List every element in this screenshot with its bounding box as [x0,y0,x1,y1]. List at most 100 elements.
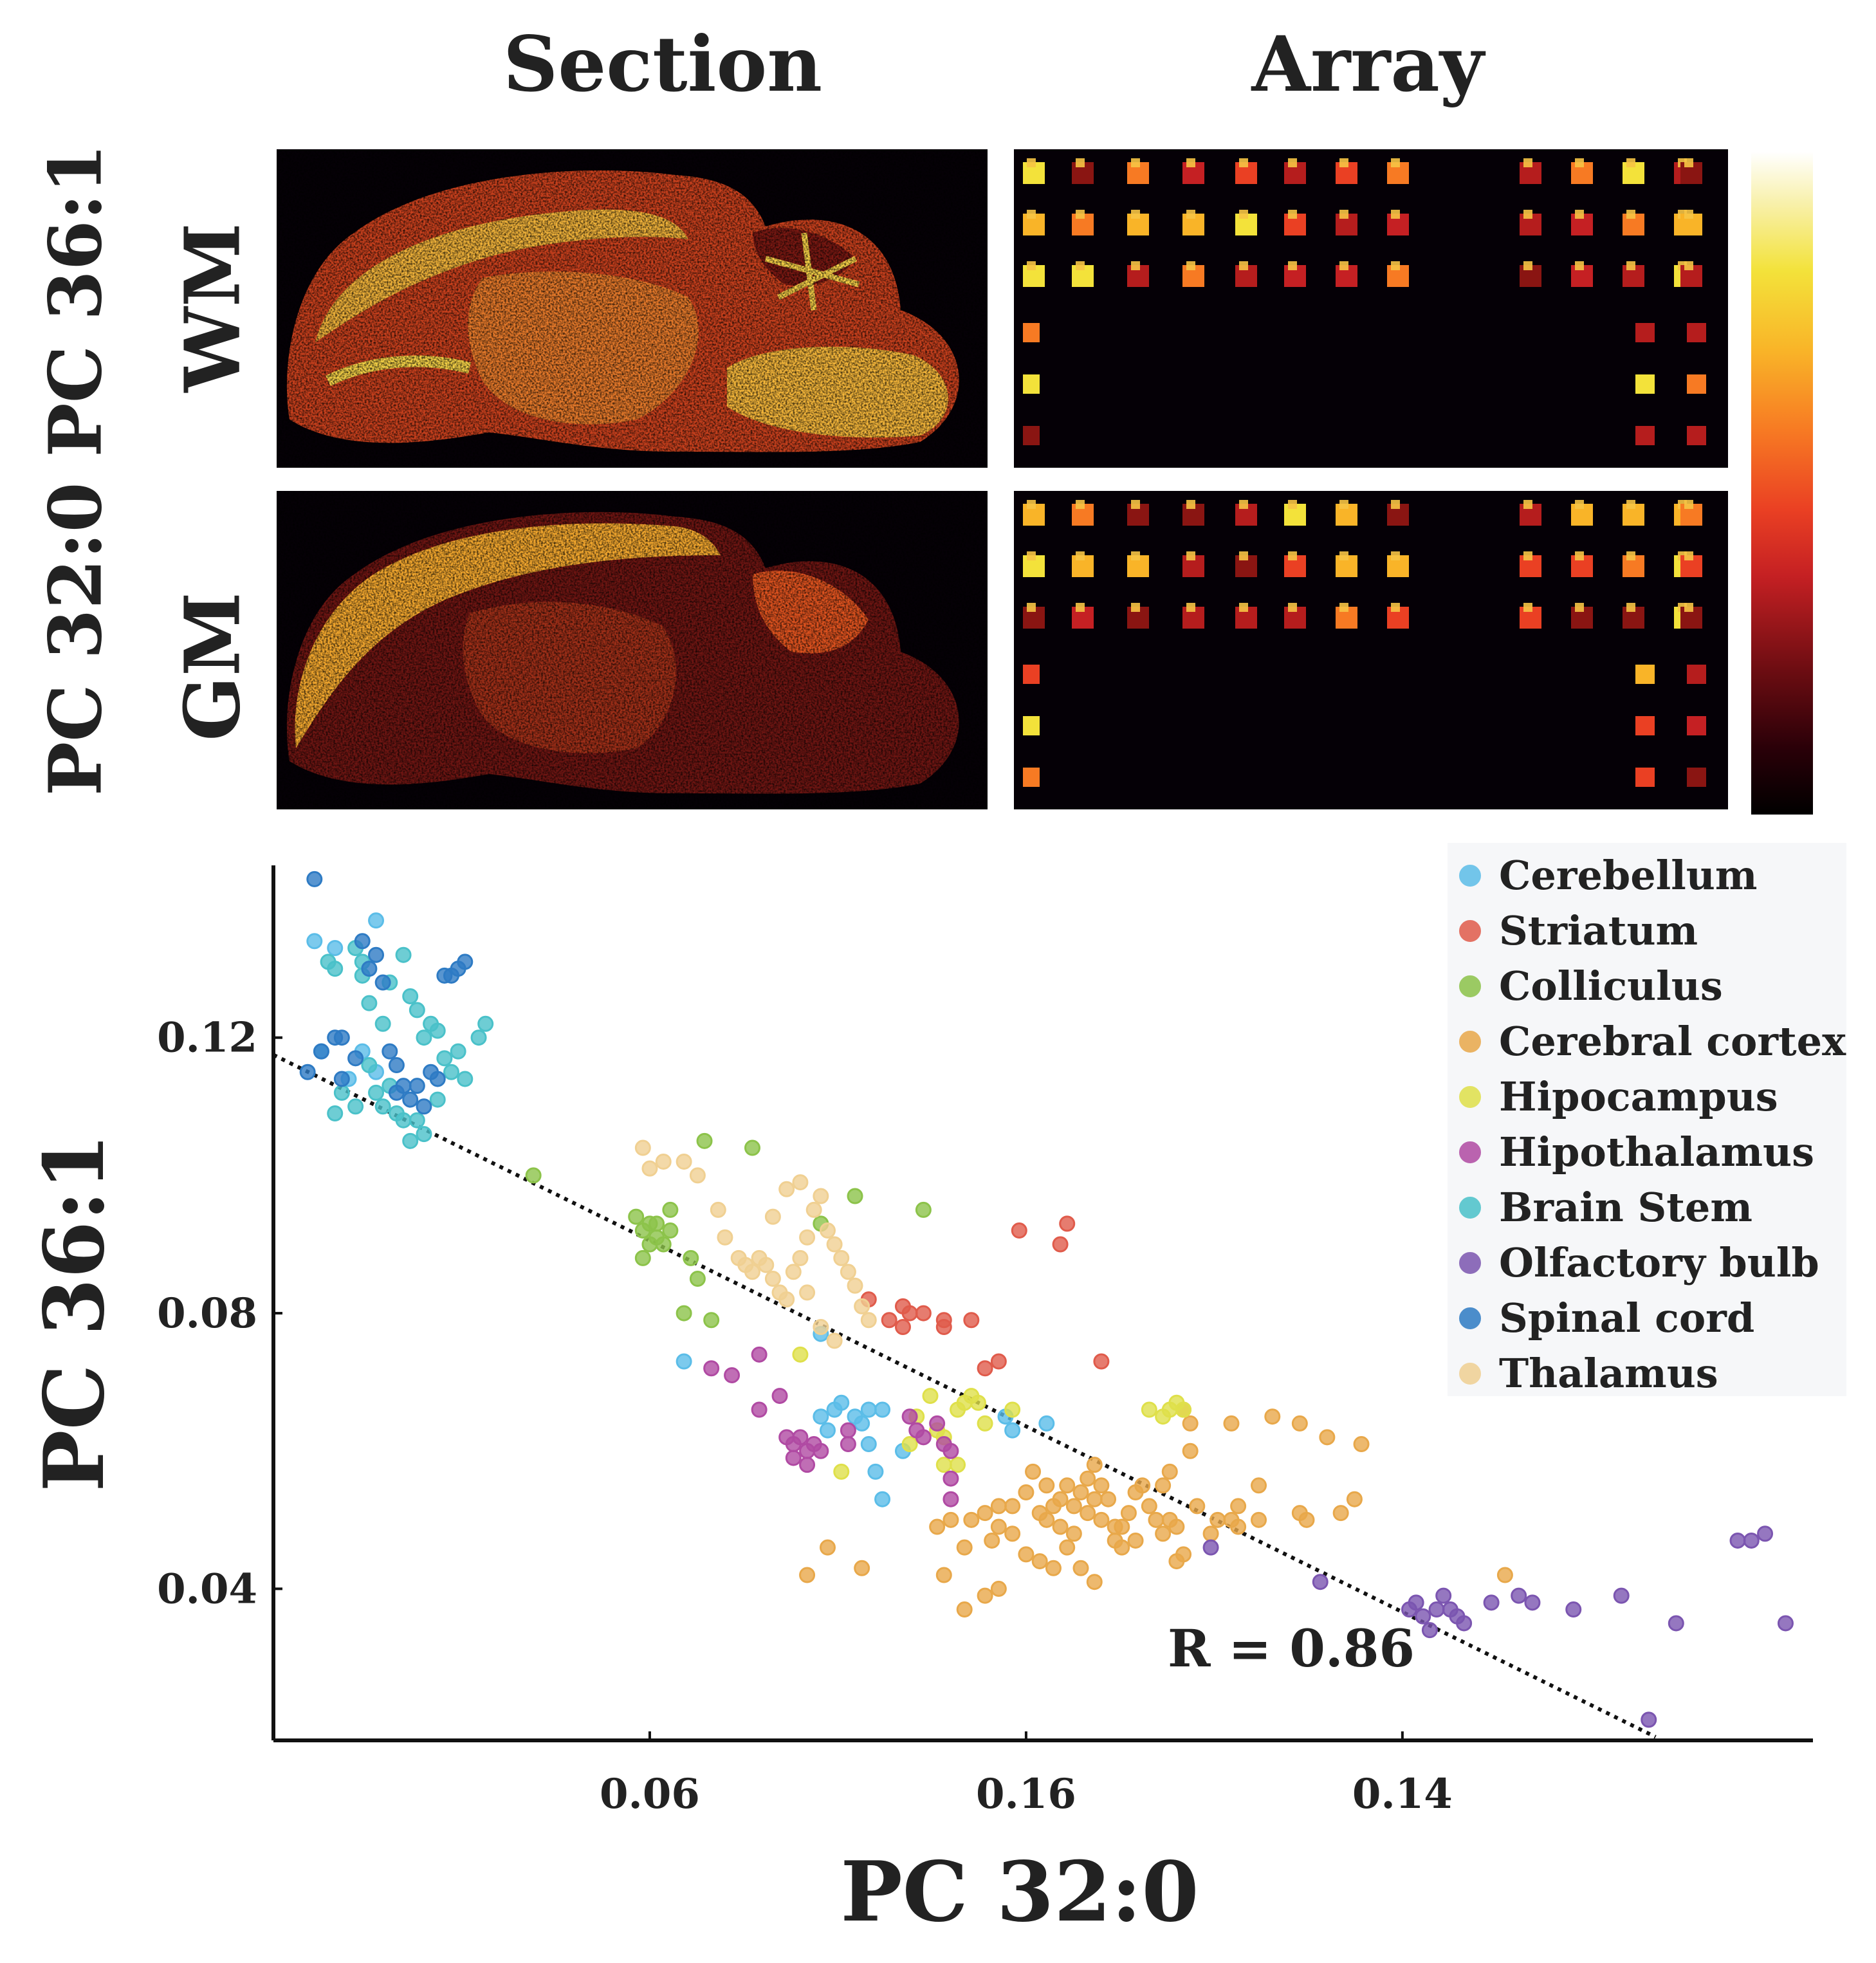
data-point [1059,1215,1076,1232]
array-gm-image [1014,491,1728,809]
data-point [1202,1539,1219,1556]
data-point [1004,1401,1021,1418]
data-point [935,1457,952,1473]
data-point [1052,1236,1069,1253]
data-point [860,1401,877,1418]
data-point [744,1264,760,1280]
data-point [1264,1408,1281,1425]
r-annotation: R = 0.86 [1168,1618,1415,1679]
array-spot-highlight [1076,603,1085,612]
series-thalamus [634,1139,877,1349]
array-spot-highlight [1575,210,1584,219]
data-point [929,1415,946,1432]
data-point [813,1318,829,1335]
array-spot-highlight [1523,210,1532,219]
data-point [1435,1587,1452,1604]
data-point [402,1091,419,1108]
data-point [778,1291,795,1308]
data-point [874,1491,891,1507]
data-point [402,1132,419,1149]
data-point [1004,1422,1021,1439]
data-point [1641,1711,1657,1728]
data-point [792,1249,809,1266]
legend-item: Hipocampus [1459,1073,1778,1120]
data-point [628,1208,645,1225]
data-point [990,1498,1007,1515]
data-point [1415,1608,1431,1625]
data-point [368,912,385,929]
legend-marker [1459,1251,1481,1274]
data-point [333,1084,350,1101]
data-point [1086,1574,1103,1590]
data-point [1230,1518,1247,1535]
data-point [1565,1601,1582,1618]
data-point [1080,1505,1096,1522]
y-axis-label: PC 36:1 [26,1133,123,1491]
data-point [416,1126,432,1143]
legend-item: Olfactory bulb [1459,1239,1819,1286]
array-spot-highlight [1339,261,1348,270]
data-point [717,1229,733,1246]
data-point [1202,1525,1219,1542]
data-point [970,1394,986,1411]
legend-item: Colliculus [1459,963,1723,1009]
data-point [840,1264,856,1280]
array-spot-highlight [1391,158,1400,167]
legend-marker [1459,1307,1481,1329]
data-point [1298,1511,1315,1528]
data-point [1168,1553,1185,1570]
data-point [758,1257,775,1273]
data-point [881,1312,897,1329]
data-point [361,995,378,1011]
array-spot [1023,374,1040,394]
array-spot-highlight [1523,551,1532,560]
data-point [1093,1477,1110,1494]
data-point [1141,1401,1157,1418]
data-point [402,988,419,1004]
data-point [1038,1415,1055,1432]
data-point [813,1442,829,1459]
array-spot [1635,716,1655,735]
header-array: Array [1251,19,1484,109]
array-spot-highlight [1239,210,1248,219]
data-point [977,1587,993,1604]
data-point [429,1071,446,1087]
data-point [901,1408,918,1425]
legend-item: Striatum [1459,907,1698,954]
data-point [347,1098,364,1115]
data-point [874,1401,891,1418]
data-point [1421,1622,1438,1639]
data-point [409,1078,425,1094]
data-point [799,1229,816,1246]
data-point [361,1057,378,1074]
array-spot-highlight [1239,261,1248,270]
array-spot-highlight [1684,158,1693,167]
data-point [710,1201,726,1218]
data-point [1004,1498,1021,1515]
data-point [744,1139,760,1156]
data-point [1011,1222,1027,1239]
array-spot-highlight [1239,158,1248,167]
data-point [1251,1477,1267,1494]
data-point [935,1567,952,1583]
array-spot-highlight [1575,500,1584,509]
legend-label: Olfactory bulb [1499,1239,1819,1286]
array-spot-highlight [1626,210,1635,219]
data-point [327,961,344,977]
data-point [1182,1442,1199,1459]
array-spot-highlight [1076,500,1085,509]
array-spot-highlight [1131,551,1140,560]
data-point [1059,1477,1076,1494]
data-point [833,1463,850,1480]
data-point [854,1415,870,1432]
array-spot-highlight [1684,210,1693,219]
array-spot-highlight [1626,500,1635,509]
legend: Cerebellum Striatum Colliculus Cerebral cor… [1448,843,1846,1397]
legend-label: Cerebral cortex [1499,1018,1846,1065]
data-point [799,1567,816,1583]
data-point [416,1098,432,1115]
colorbar [1751,152,1813,815]
series-olfactory-bulb [1202,1525,1794,1728]
data-point [1175,1401,1192,1418]
data-point [1086,1491,1103,1507]
